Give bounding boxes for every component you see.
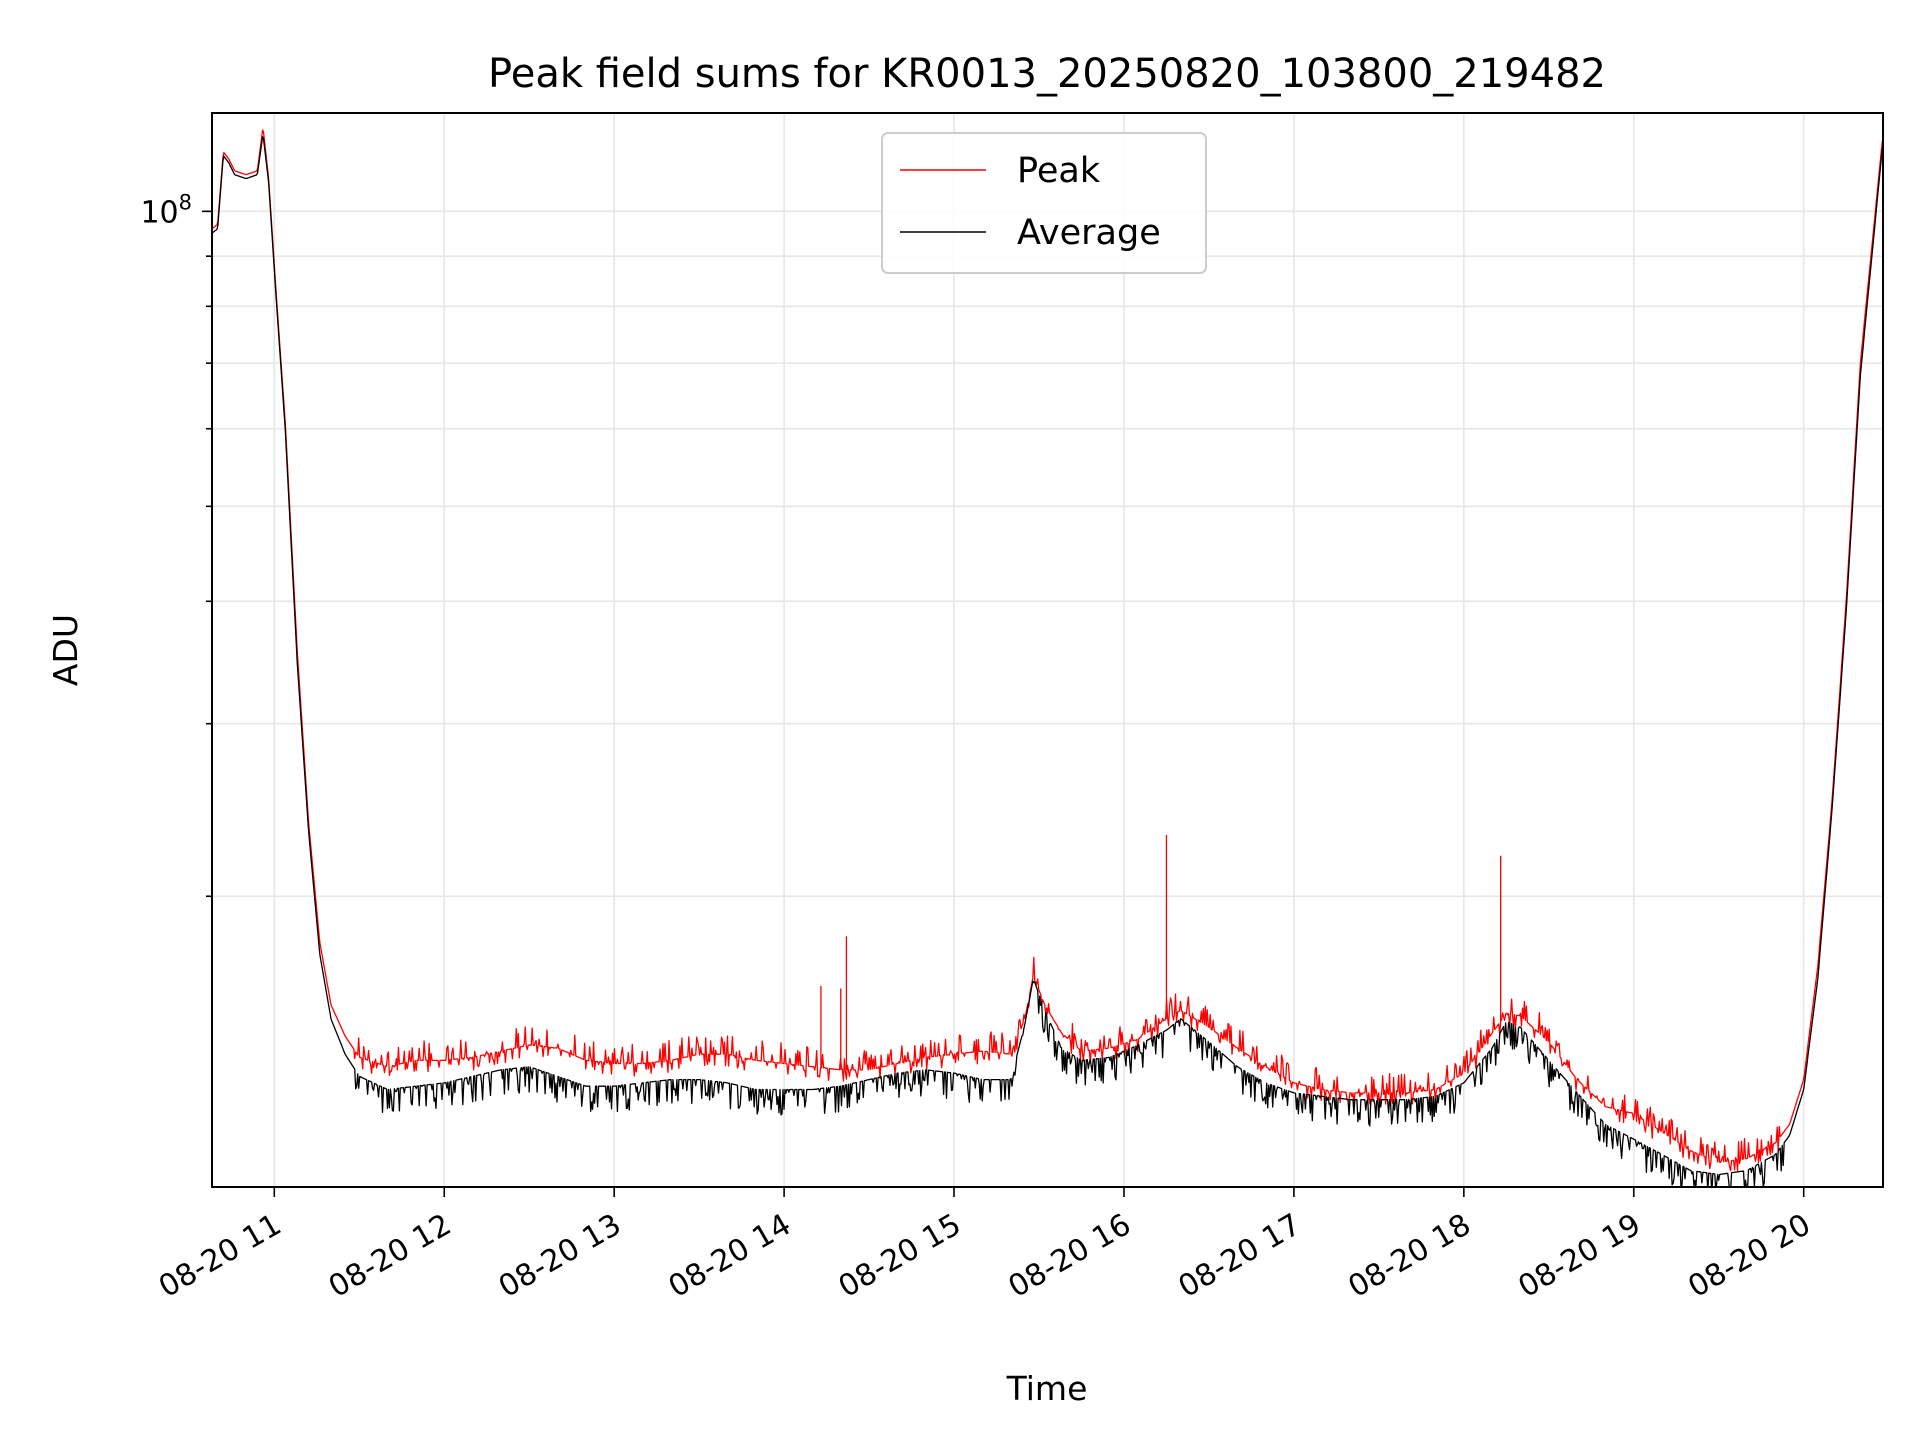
legend-label-peak: Peak [1017, 151, 1101, 191]
chart-title: Peak field sums for KR0013_20250820_1038… [488, 51, 1606, 97]
series-layer [212, 129, 1883, 1187]
y-tick-label: 108 [140, 190, 192, 230]
legend: Peak Average [881, 132, 1207, 274]
y-axis-label: ADU [46, 614, 85, 686]
series-average-line [212, 136, 1883, 1187]
plot-frame [211, 112, 1884, 1188]
x-axis-label: Time [1006, 1369, 1088, 1408]
legend-label-average: Average [1017, 213, 1161, 253]
legend-box [881, 132, 1207, 274]
series-peak-line [212, 129, 1883, 1172]
